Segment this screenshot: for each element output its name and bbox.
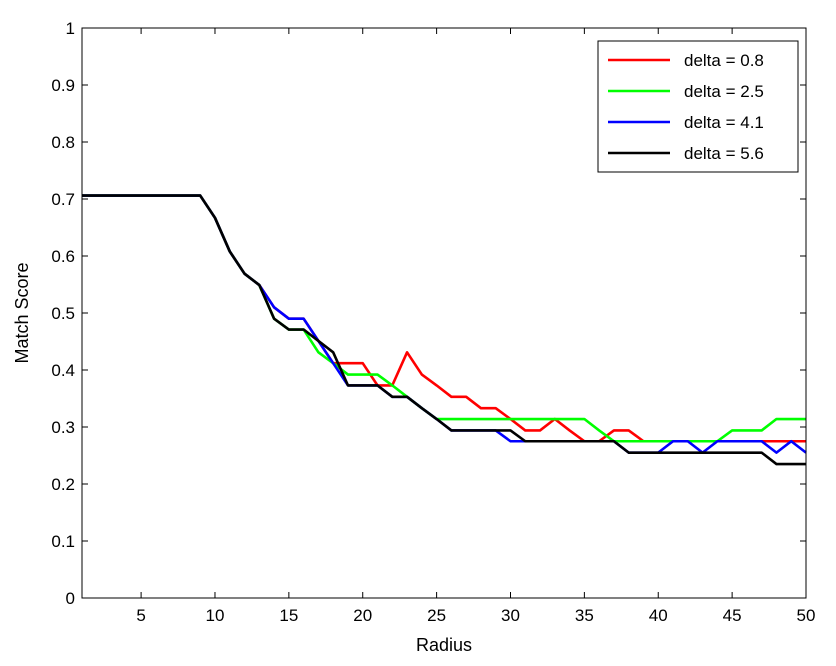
x-tick-label: 10 bbox=[206, 606, 225, 625]
x-axis-ticks: 5 10 15 20 25 30 35 40 45 50 bbox=[136, 28, 815, 625]
y-tick-label: 0.1 bbox=[51, 532, 75, 551]
legend: delta = 0.8 delta = 2.5 delta = 4.1 delta =… bbox=[597, 40, 799, 173]
y-tick-label: 0.3 bbox=[51, 418, 75, 437]
y-tick-label: 0.7 bbox=[51, 190, 75, 209]
legend-label-4: delta = 5.6 bbox=[684, 144, 764, 163]
y-tick-label: 0.6 bbox=[51, 247, 75, 266]
y-tick-label: 0.8 bbox=[51, 133, 75, 152]
y-tick-label: 0.2 bbox=[51, 475, 75, 494]
y-tick-label: 0.4 bbox=[51, 361, 75, 380]
x-tick-label: 30 bbox=[501, 606, 520, 625]
x-tick-label: 45 bbox=[723, 606, 742, 625]
y-axis-title: Match Score bbox=[12, 262, 32, 363]
x-tick-label: 5 bbox=[136, 606, 145, 625]
x-tick-label: 20 bbox=[353, 606, 372, 625]
legend-label-3: delta = 4.1 bbox=[684, 113, 764, 132]
x-tick-label: 25 bbox=[427, 606, 446, 625]
legend-box bbox=[597, 40, 799, 173]
y-tick-label: 0 bbox=[66, 589, 75, 608]
y-tick-label: 1 bbox=[66, 19, 75, 38]
x-tick-label: 50 bbox=[797, 606, 816, 625]
legend-label-2: delta = 2.5 bbox=[684, 82, 764, 101]
series-line-4 bbox=[82, 194, 806, 466]
y-tick-label: 0.5 bbox=[51, 304, 75, 323]
y-axis-ticks: 0 0.1 0.2 0.3 0.4 0.5 0.6 0.7 0.8 0.9 1 bbox=[51, 19, 806, 608]
x-axis-title: Radius bbox=[416, 635, 472, 655]
series-layer bbox=[82, 194, 807, 466]
x-tick-label: 15 bbox=[279, 606, 298, 625]
x-tick-label: 40 bbox=[649, 606, 668, 625]
x-tick-label: 35 bbox=[575, 606, 594, 625]
y-tick-label: 0.9 bbox=[51, 76, 75, 95]
legend-label-1: delta = 0.8 bbox=[684, 51, 764, 70]
